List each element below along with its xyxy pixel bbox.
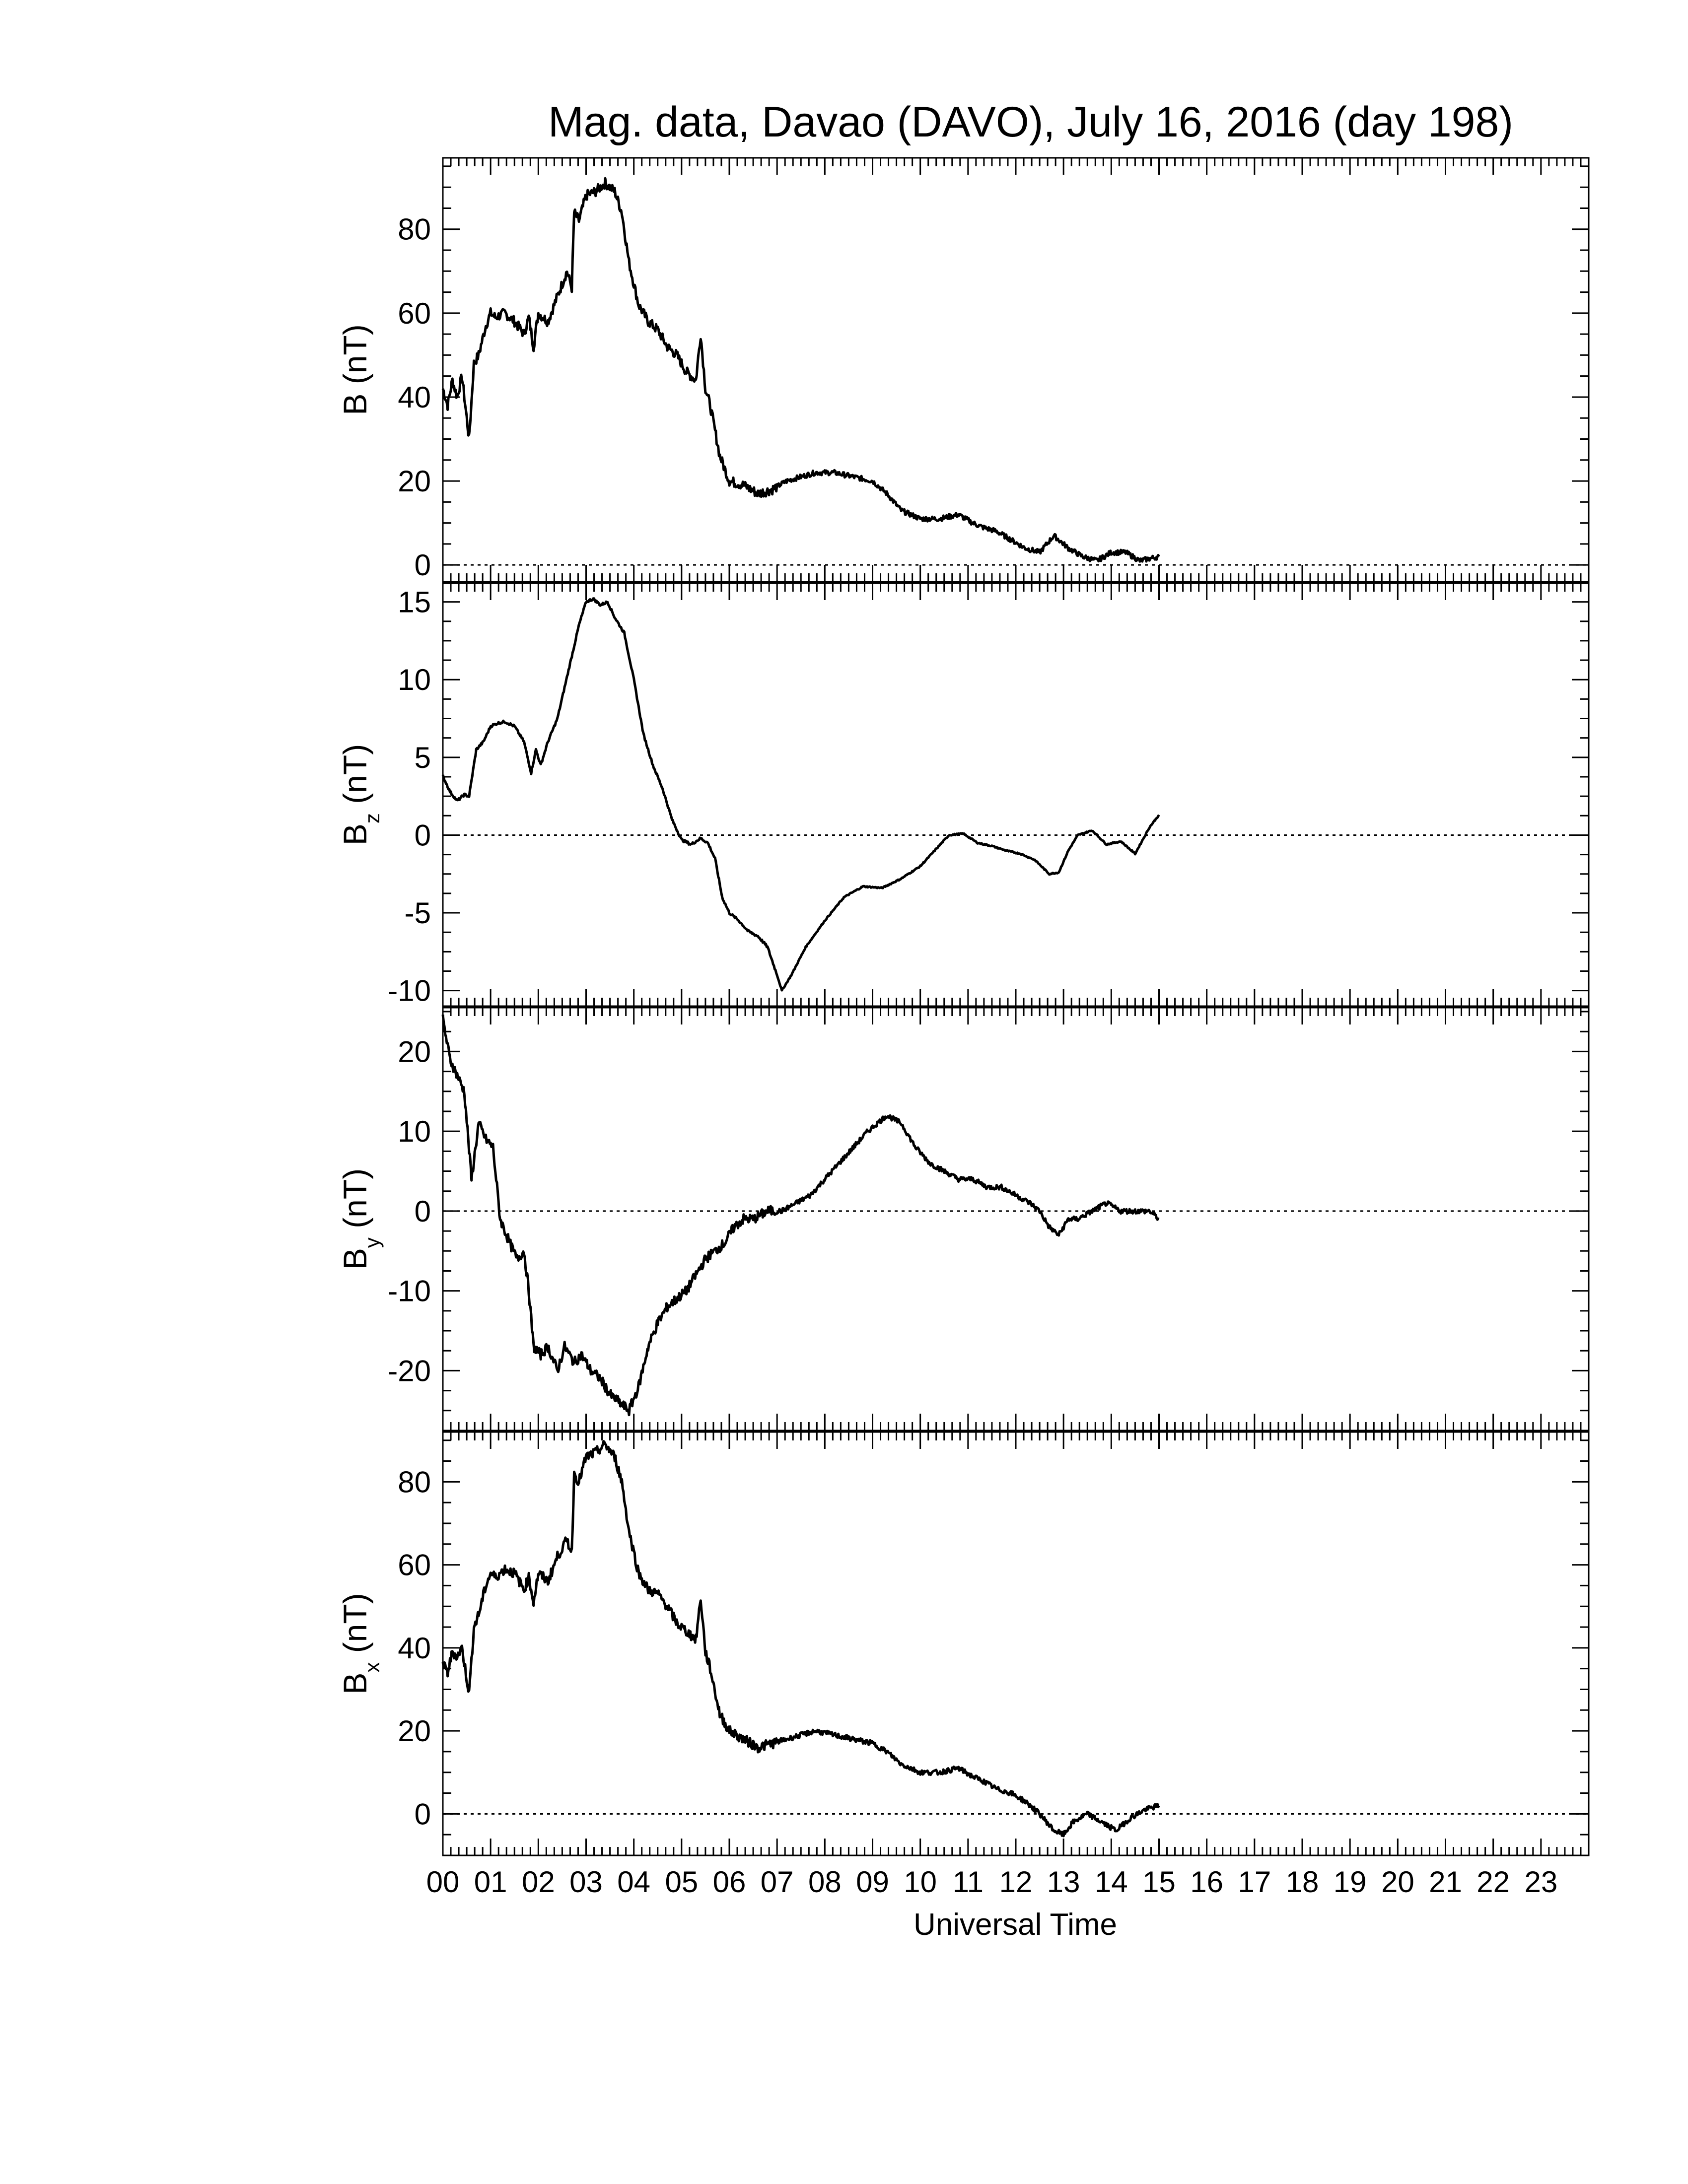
panel-b-ytick-label: 40 (398, 381, 431, 414)
panel-bz-ytick-label: 5 (415, 741, 431, 774)
panel-bz-ytick-label: -10 (388, 974, 431, 1008)
x-tick-label: 01 (474, 1865, 507, 1899)
x-tick-label: 08 (808, 1865, 842, 1899)
x-tick-label: 10 (904, 1865, 937, 1899)
chart-title: Mag. data, Davao (DAVO), July 16, 2016 (… (548, 98, 1513, 146)
panel-bz-ylabel-unit: (nT) (337, 744, 373, 813)
panel-bz-ylabel-main: B (337, 823, 373, 845)
panel-by-ytick-label: -20 (388, 1354, 431, 1387)
panel-bz-ytick-label: 0 (415, 819, 431, 852)
panel-bx: 0 20 40 60 80 Bx (nT) (337, 1431, 1590, 1856)
panel-bx-ylabel-main: B (337, 1673, 373, 1695)
x-axis: 00 01 02 03 04 05 06 07 08 09 10 11 12 13 14 15 16 17 18 19… (426, 1865, 1558, 1899)
panel-by-ytick-label: 20 (398, 1035, 431, 1068)
x-tick-label: 22 (1477, 1865, 1510, 1899)
x-tick-label: 19 (1334, 1865, 1367, 1899)
panel-by-frame (442, 1007, 1590, 1432)
panel-bx-ylabel: Bx (nT) (337, 1593, 384, 1694)
x-tick-label: 16 (1190, 1865, 1223, 1899)
panel-b-ytick-label: 20 (398, 465, 431, 498)
panel-b-ylabel: B (nT) (337, 324, 373, 415)
panel-bz-ytick-label: 15 (398, 586, 431, 619)
panel-bz-ylabel: Bz (nT) (337, 744, 384, 845)
panel-bx-ytick-label: 80 (398, 1465, 431, 1499)
panel-bx-series-line (441, 1440, 1160, 1838)
panel-bz-series-line (441, 597, 1160, 992)
panel-by-ylabel: By (nT) (337, 1168, 384, 1270)
panel-b-ytick-label: 60 (398, 297, 431, 330)
x-tick-label: 09 (856, 1865, 889, 1899)
x-tick-label: 13 (1047, 1865, 1080, 1899)
x-tick-label: 03 (569, 1865, 603, 1899)
panel-b-ylabel-main: B (337, 394, 373, 415)
panel-bx-ytick-label: 60 (398, 1549, 431, 1582)
panel-b-ytick-label: 0 (415, 548, 431, 582)
panel-by-ytick-label: 0 (415, 1195, 431, 1228)
x-tick-label: 11 (953, 1865, 984, 1899)
x-tick-label: 05 (665, 1865, 698, 1899)
panel-bx-ytick-label: 40 (398, 1632, 431, 1665)
panel-bx-ytick-label: 20 (398, 1714, 431, 1748)
x-tick-label: 00 (426, 1865, 460, 1899)
x-tick-label: 14 (1095, 1865, 1128, 1899)
panel-bx-ylabel-unit: (nT) (337, 1593, 373, 1662)
panel-b-series-line (441, 177, 1160, 563)
x-axis-label: Universal Time (914, 1908, 1117, 1942)
panel-bz-ytick-label: 10 (398, 663, 431, 696)
panel-b-frame (442, 157, 1590, 583)
panel-by: -20 -10 0 10 20 By (nT) (337, 1007, 1590, 1432)
panel-by-ylabel-main: B (337, 1248, 373, 1270)
panel-by-ylabel-unit: (nT) (337, 1168, 373, 1237)
x-tick-label: 23 (1524, 1865, 1557, 1899)
panel-bz-ylabel-sub: z (360, 813, 384, 823)
panel-bz-frame (442, 582, 1590, 1007)
x-tick-label: 18 (1286, 1865, 1319, 1899)
panel-bz: -10 -5 0 5 10 15 Bz (nT) (337, 582, 1590, 1008)
x-tick-label: 15 (1142, 1865, 1176, 1899)
x-tick-label: 02 (522, 1865, 555, 1899)
x-tick-label: 07 (761, 1865, 794, 1899)
panel-bx-ylabel-sub: x (360, 1662, 384, 1673)
x-tick-label: 12 (999, 1865, 1033, 1899)
panel-b-ylabel-unit: (nT) (337, 324, 373, 393)
panel-by-series-line (441, 1014, 1160, 1417)
x-tick-label: 17 (1238, 1865, 1271, 1899)
x-tick-label: 06 (713, 1865, 746, 1899)
panel-by-ytick-label: 10 (398, 1115, 431, 1148)
panel-bz-ytick-label: -5 (405, 896, 431, 930)
x-tick-label: 04 (617, 1865, 650, 1899)
panel-by-ytick-label: -10 (388, 1275, 431, 1308)
panels-container: 0 20 40 60 80 B (nT) -10 -5 0 5 10 15 Bz (nT) -20 -10 0… (337, 157, 1590, 1856)
panel-bx-frame (442, 1431, 1590, 1856)
panel-b-ytick-label: 80 (398, 213, 431, 246)
x-tick-label: 20 (1381, 1865, 1414, 1899)
panel-b: 0 20 40 60 80 B (nT) (337, 157, 1590, 583)
x-tick-label: 21 (1429, 1865, 1462, 1899)
panel-by-ylabel-sub: y (360, 1237, 384, 1248)
panel-bx-ytick-label: 0 (415, 1797, 431, 1831)
